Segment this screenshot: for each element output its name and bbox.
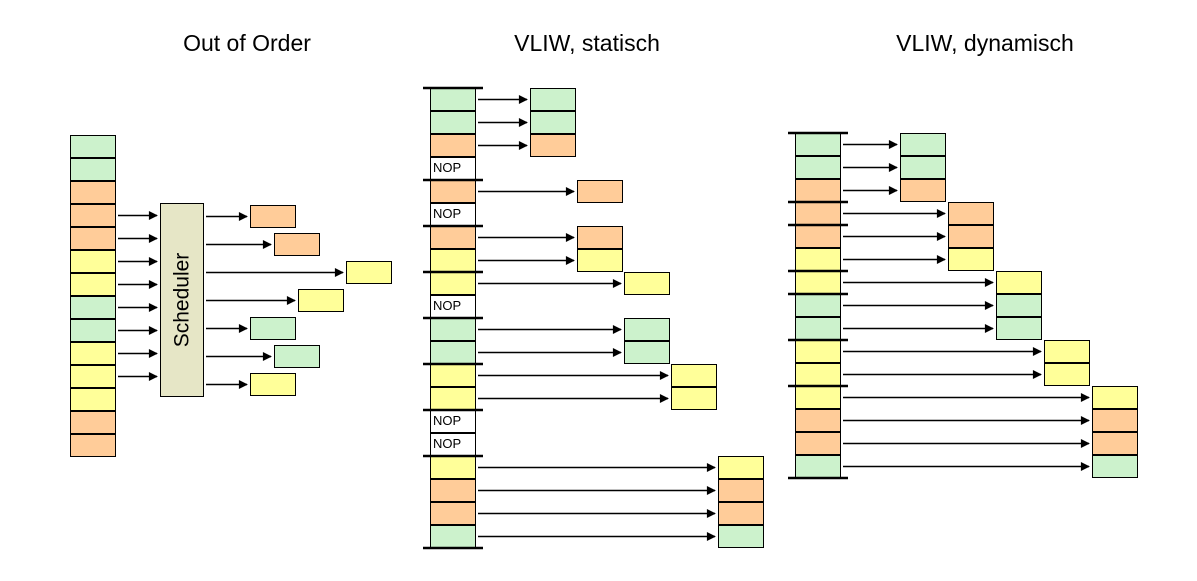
exec-slot-box [1092, 432, 1138, 455]
nop-slot: NOP [430, 410, 476, 433]
instruction-box [795, 179, 841, 202]
instruction-box [430, 134, 476, 157]
title-out-of-order: Out of Order [183, 30, 311, 56]
nop-slot: NOP [430, 203, 476, 226]
instruction-box [430, 502, 476, 525]
exec-slot-box [900, 156, 946, 179]
title-vliw-static: VLIW, statisch [514, 30, 660, 56]
instruction-box [70, 227, 116, 250]
exec-slot-box [718, 479, 764, 502]
instruction-box [70, 296, 116, 319]
instruction-box [70, 135, 116, 158]
exec-slot-box [250, 373, 296, 396]
exec-slot-box [1044, 363, 1090, 386]
exec-slot-box [530, 111, 576, 134]
instruction-box [795, 156, 841, 179]
exec-slot-box [900, 179, 946, 202]
instruction-box [430, 456, 476, 479]
exec-slot-box [346, 261, 392, 284]
exec-slot-box [948, 248, 994, 271]
exec-slot-box [250, 205, 296, 228]
instruction-box [795, 432, 841, 455]
instruction-box [795, 133, 841, 156]
instruction-box [70, 158, 116, 181]
exec-slot-box [530, 88, 576, 111]
instruction-box [430, 180, 476, 203]
nop-slot: NOP [430, 295, 476, 318]
instruction-box [795, 340, 841, 363]
exec-slot-box [274, 345, 320, 368]
instruction-box [70, 365, 116, 388]
instruction-box [795, 294, 841, 317]
exec-slot-box [671, 387, 717, 410]
exec-slot-box [671, 364, 717, 387]
exec-slot-box [718, 525, 764, 548]
instruction-box [70, 411, 116, 434]
exec-slot-box [274, 233, 320, 256]
nop-slot: NOP [430, 433, 476, 456]
instruction-box [795, 248, 841, 271]
exec-slot-box [624, 318, 670, 341]
exec-slot-box [1044, 340, 1090, 363]
exec-slot-box [1092, 386, 1138, 409]
scheduler-label: Scheduler [170, 252, 193, 348]
exec-slot-box [577, 180, 623, 203]
exec-slot-box [1092, 409, 1138, 432]
exec-slot-box [624, 272, 670, 295]
instruction-box [70, 342, 116, 365]
exec-slot-box [530, 134, 576, 157]
exec-slot-box [250, 317, 296, 340]
instruction-box [430, 272, 476, 295]
nop-label: NOP [433, 206, 462, 221]
instruction-box [795, 271, 841, 294]
instruction-box [430, 341, 476, 364]
exec-slot-box [718, 502, 764, 525]
instruction-box [70, 204, 116, 227]
instruction-box [430, 364, 476, 387]
instruction-box [70, 434, 116, 457]
instruction-box [70, 388, 116, 411]
exec-slot-box [577, 226, 623, 249]
exec-slot-box [996, 294, 1042, 317]
exec-slot-box [996, 317, 1042, 340]
exec-slot-box [948, 202, 994, 225]
exec-slot-box [624, 341, 670, 364]
exec-slot-box [718, 456, 764, 479]
exec-slot-box [948, 225, 994, 248]
exec-slot-box [900, 133, 946, 156]
instruction-box [430, 226, 476, 249]
nop-label: NOP [433, 436, 462, 451]
exec-slot-box [577, 249, 623, 272]
title-vliw-dynamic: VLIW, dynamisch [896, 30, 1074, 56]
instruction-box [430, 249, 476, 272]
instruction-box [70, 273, 116, 296]
instruction-box [795, 202, 841, 225]
nop-label: NOP [433, 413, 462, 428]
instruction-box [795, 317, 841, 340]
instruction-box [430, 387, 476, 410]
scheduler-box: Scheduler [160, 203, 204, 397]
nop-label: NOP [433, 298, 462, 313]
instruction-box [795, 363, 841, 386]
instruction-box [430, 88, 476, 111]
instruction-box [430, 111, 476, 134]
instruction-box [430, 479, 476, 502]
exec-slot-box [1092, 455, 1138, 478]
instruction-box [430, 318, 476, 341]
instruction-box [795, 225, 841, 248]
exec-slot-box [298, 289, 344, 312]
instruction-box [70, 181, 116, 204]
instruction-box [795, 386, 841, 409]
instruction-box [430, 525, 476, 548]
exec-slot-box [996, 271, 1042, 294]
instruction-box [70, 319, 116, 342]
instruction-box [795, 409, 841, 432]
instruction-box [795, 455, 841, 478]
nop-label: NOP [433, 160, 462, 175]
instruction-box [70, 250, 116, 273]
nop-slot: NOP [430, 157, 476, 180]
